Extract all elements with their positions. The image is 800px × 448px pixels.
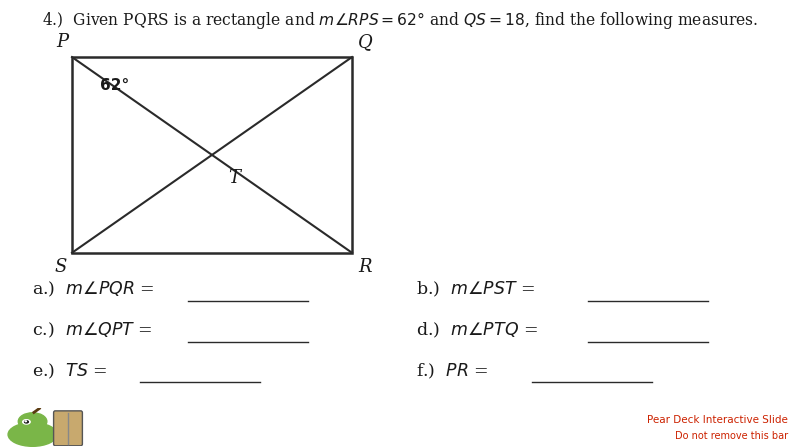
Text: Q: Q [358,33,373,51]
Circle shape [22,420,30,424]
Circle shape [25,421,28,423]
Text: f.)  $PR$ =: f.) $PR$ = [416,362,490,381]
Text: Students, draw anywhere on this slide!: Students, draw anywhere on this slide! [92,420,418,435]
Ellipse shape [18,413,47,430]
Text: e.)  $TS$ =: e.) $TS$ = [32,362,110,381]
Ellipse shape [8,422,57,446]
Text: a.)  $m\angle PQR$ =: a.) $m\angle PQR$ = [32,280,157,299]
Text: Pear Deck Interactive Slide: Pear Deck Interactive Slide [647,415,788,425]
Bar [72,57,352,253]
Text: c.)  $m\angle QPT$ =: c.) $m\angle QPT$ = [32,321,154,340]
Text: 4.)  Given PQRS is a rectangle and $m\angle RPS = 62°$ and $QS = 18$, find the f: 4.) Given PQRS is a rectangle and $m\ang… [42,10,758,31]
Circle shape [25,421,26,422]
Text: P: P [56,33,68,51]
FancyBboxPatch shape [54,411,82,446]
Text: S: S [54,258,66,276]
Text: T: T [228,169,240,187]
Text: R: R [358,258,372,276]
Text: d.)  $m\angle PTQ$ =: d.) $m\angle PTQ$ = [416,321,540,340]
Text: b.)  $m\angle PST$ =: b.) $m\angle PST$ = [416,280,537,299]
Text: 62°: 62° [100,78,130,93]
Text: Do not remove this bar: Do not remove this bar [675,431,788,441]
